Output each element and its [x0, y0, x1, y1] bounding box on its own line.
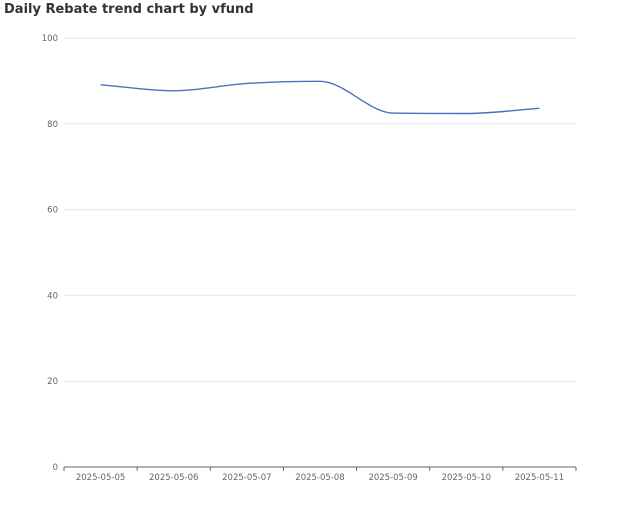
y-tick-label: 60	[47, 206, 58, 216]
axes: 0 20 40 60 80 100 2025-05-05 2025-05-06 2025-05-…	[42, 34, 577, 483]
x-tick-label: 2025-05-07	[222, 473, 271, 483]
x-tick-label: 2025-05-06	[149, 473, 198, 483]
series-layer	[100, 80, 540, 115]
y-tick-label: 100	[42, 34, 58, 44]
y-tick-label: 20	[47, 377, 58, 387]
y-tick-label: 0	[53, 463, 58, 473]
x-tick-label: 2025-05-10	[442, 473, 491, 483]
x-tick-label: 2025-05-08	[295, 473, 344, 483]
y-tick-label: 80	[47, 120, 58, 130]
x-tick-label: 2025-05-05	[76, 473, 125, 483]
series-line	[100, 80, 540, 115]
x-tick-label: 2025-05-11	[515, 473, 564, 483]
y-tick-label: 40	[47, 291, 58, 301]
x-tick-label: 2025-05-09	[368, 473, 417, 483]
chart-title: Daily Rebate trend chart by vfund	[4, 2, 254, 17]
grid-lines	[64, 37, 576, 382]
